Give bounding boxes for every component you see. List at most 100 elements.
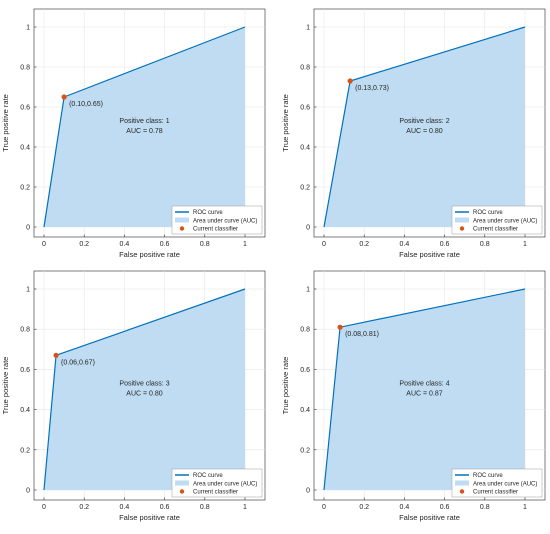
legend-auc-swatch [455,217,469,223]
legend: ROC curve Area under curve (AUC) Current c… [171,205,263,235]
annotation-line: AUC = 0.80 [406,128,442,135]
legend-classifier-swatch [179,226,185,231]
annotation-line: Positive class: 1 [119,118,169,125]
y-tick-label: 0.6 [300,367,310,374]
y-tick-label: 0.6 [20,105,30,112]
x-tick-label: 0.6 [160,504,170,511]
x-tick-label: 0.2 [79,504,89,511]
y-tick-label: 0.2 [20,447,30,454]
y-tick-label: 0.4 [20,145,30,152]
y-tick-label: 0.8 [20,327,30,334]
legend-auc-swatch [175,480,189,486]
y-axis-label: True positive rate [1,357,10,415]
y-tick-label: 1 [26,25,30,32]
y-tick-label: 0.2 [300,447,310,454]
y-tick-label: 0.8 [20,65,30,72]
legend: ROC curve Area under curve (AUC) Current c… [451,468,543,498]
x-tick-label: 0 [322,241,326,248]
legend-classifier-label: Current classifier [193,227,238,233]
legend-classifier-swatch [179,489,185,494]
annotation-line: AUC = 0.78 [126,128,162,135]
roc-panel-1: 0 0.2 0.4 0.6 0.8 1 0 0.2 0.4 0.6 0.8 1 (0.10,0.65) P… [1,8,266,259]
y-tick-label: 0 [26,488,30,495]
x-tick-label: 0 [322,504,326,511]
auc-area [44,27,245,227]
x-tick-label: 0 [42,241,46,248]
x-tick-label: 1 [243,241,247,248]
legend-roc-label: ROC curve [473,210,503,216]
legend-auc-label: Area under curve (AUC) [193,219,257,225]
annotation-line: Positive class: 3 [119,381,169,388]
y-tick-label: 1 [306,287,310,294]
legend-roc-label: ROC curve [473,473,503,479]
legend-roc-label: ROC curve [193,210,223,216]
auc-area [324,289,525,490]
legend: ROC curve Area under curve (AUC) Current c… [171,468,263,498]
legend-auc-label: Area under curve (AUC) [193,482,257,488]
y-tick-label: 0.8 [300,327,310,334]
y-tick-label: 1 [306,25,310,32]
roc-panel-4: 0 0.2 0.4 0.6 0.8 1 0 0.2 0.4 0.6 0.8 1 (0.08,0.81) P… [281,270,546,522]
y-tick-label: 0.6 [20,367,30,374]
legend-classifier-swatch [459,489,465,494]
y-axis-label: True positive rate [1,94,10,152]
legend-box [451,205,543,235]
classifier-point [53,352,59,358]
classifier-label: (0.10,0.65) [69,101,103,108]
legend-auc-label: Area under curve (AUC) [473,482,537,488]
x-tick-label: 0.4 [400,504,410,511]
x-axis-label: False positive rate [119,513,180,522]
y-tick-label: 0.8 [300,65,310,72]
x-tick-label: 0.8 [480,241,490,248]
auc-area [324,27,525,227]
y-axis-label: True positive rate [281,357,290,415]
legend-classifier-label: Current classifier [473,227,518,233]
x-axis-label: False positive rate [399,513,460,522]
x-tick-label: 0.4 [400,241,410,248]
x-tick-label: 0.8 [200,504,210,511]
auc-area [44,289,245,490]
legend-classifier-label: Current classifier [193,490,238,496]
legend-roc-label: ROC curve [193,473,223,479]
x-tick-label: 0.8 [200,241,210,248]
roc-panel-3: 0 0.2 0.4 0.6 0.8 1 0 0.2 0.4 0.6 0.8 1 (0.06,0.67) P… [1,270,266,522]
y-tick-label: 0.2 [20,185,30,192]
annotation-line: AUC = 0.80 [126,391,162,398]
x-tick-label: 0.6 [440,241,450,248]
legend-auc-swatch [175,217,189,223]
classifier-point [347,78,353,84]
y-tick-label: 0.4 [300,145,310,152]
x-axis-label: False positive rate [119,250,180,259]
y-axis-label: True positive rate [281,94,290,152]
annotation-line: Positive class: 2 [399,118,449,125]
classifier-point [61,94,67,100]
x-tick-label: 1 [243,504,247,511]
y-tick-label: 0 [26,225,30,232]
legend-auc-label: Area under curve (AUC) [473,219,537,225]
y-tick-label: 0.4 [300,407,310,414]
x-tick-label: 0.2 [359,504,369,511]
y-tick-label: 0.2 [300,185,310,192]
x-tick-label: 0 [42,504,46,511]
x-axis-label: False positive rate [399,250,460,259]
legend-auc-swatch [455,480,469,486]
x-tick-label: 0.4 [120,241,130,248]
legend-classifier-label: Current classifier [473,490,518,496]
roc-panel-2: 0 0.2 0.4 0.6 0.8 1 0 0.2 0.4 0.6 0.8 1 (0.13,0.73) P… [281,8,546,259]
x-tick-label: 1 [523,241,527,248]
x-tick-label: 0.8 [480,504,490,511]
y-tick-label: 0.6 [300,105,310,112]
x-tick-label: 0.6 [160,241,170,248]
classifier-label: (0.13,0.73) [355,85,389,92]
x-tick-label: 0.2 [79,241,89,248]
x-tick-label: 1 [523,504,527,511]
annotation-line: AUC = 0.87 [406,391,442,398]
x-tick-label: 0.2 [359,241,369,248]
legend-classifier-swatch [459,226,465,231]
y-tick-label: 0 [306,225,310,232]
classifier-point [337,324,343,330]
classifier-label: (0.08,0.81) [345,331,379,338]
x-tick-label: 0.4 [120,504,130,511]
legend: ROC curve Area under curve (AUC) Current c… [451,205,543,235]
